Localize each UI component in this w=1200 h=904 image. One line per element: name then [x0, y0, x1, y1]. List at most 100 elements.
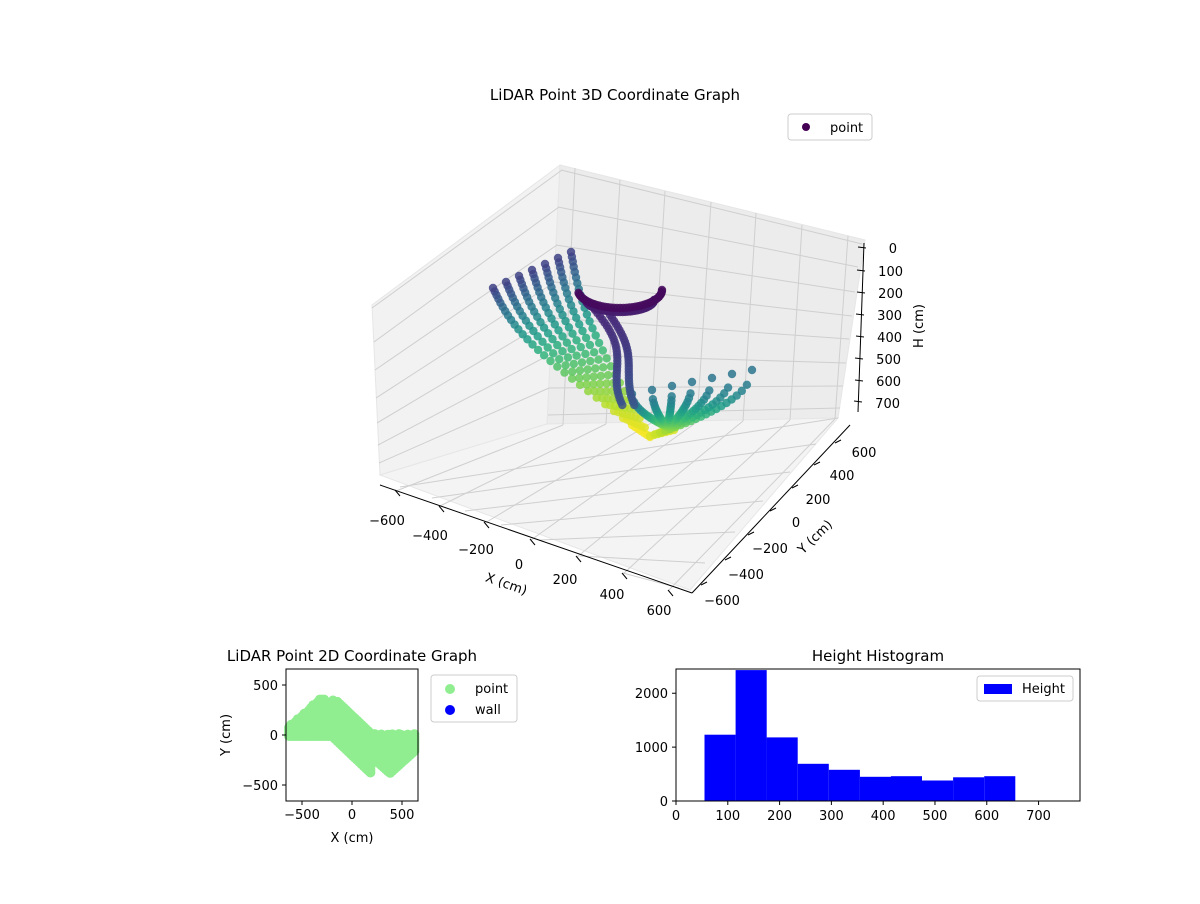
grid-3d	[371, 167, 863, 591]
point-marker	[583, 365, 592, 374]
point-marker	[705, 386, 714, 395]
legend-label: point	[475, 682, 508, 697]
y-tick-labels: −600 −400 −200 0 200 400 600	[704, 446, 876, 609]
y-tick-label: 0	[792, 516, 800, 531]
x-tick-labels-2d: −500 0 500	[284, 808, 414, 823]
y-tick-label: −400	[728, 568, 764, 583]
y-axis-label: Y (cm)	[795, 517, 836, 558]
y-tick-labels-2d: 500 0 −500	[242, 679, 278, 794]
legend-label: wall	[475, 703, 501, 718]
histogram-bar	[922, 780, 954, 801]
point-marker	[582, 380, 591, 389]
point-marker	[591, 364, 600, 373]
x-tick-label: −500	[284, 808, 320, 823]
x-tick-label: 0	[672, 809, 680, 824]
y-tick-label: 600	[852, 446, 877, 461]
point-marker	[590, 387, 599, 396]
y-tick-label: −200	[752, 542, 788, 557]
point-marker	[501, 277, 511, 287]
point-marker	[568, 367, 577, 376]
x-tick-labels: −600 −400 −200 0 200 400 600	[369, 514, 671, 619]
point-marker	[742, 380, 752, 389]
x-tick-label: −600	[369, 514, 405, 529]
point-marker	[488, 283, 498, 293]
histogram-bar	[828, 769, 860, 801]
point-marker	[539, 351, 549, 360]
y-tick-label: −500	[242, 779, 278, 794]
point-marker	[602, 354, 611, 363]
y-tick-marks-2d	[282, 684, 286, 786]
y-tick-label: 400	[830, 469, 855, 484]
x-tick-label: 300	[819, 809, 844, 824]
x-tick-label: 600	[974, 809, 999, 824]
point-marker	[657, 285, 667, 295]
histogram-bar	[797, 763, 829, 801]
point-marker	[599, 363, 608, 372]
z-tick-label: 300	[877, 309, 902, 324]
point-marker	[581, 349, 590, 359]
point-marker	[561, 361, 570, 370]
point-marker	[667, 381, 677, 391]
point-marker	[558, 332, 567, 341]
histogram-bar	[984, 776, 1016, 801]
z-tick-labels: 0 100 200 300 400 500 600 700	[875, 242, 903, 412]
point-marker	[562, 338, 572, 347]
point-marker	[558, 347, 567, 356]
point-marker	[578, 326, 587, 336]
point-marker	[586, 356, 595, 366]
z-tick-label: 500	[876, 353, 901, 368]
point-marker	[567, 374, 577, 383]
z-tick-marks	[853, 246, 867, 403]
point-marker	[546, 356, 555, 366]
x-tick-label: 400	[871, 809, 896, 824]
point-marker	[606, 362, 616, 371]
point-marker	[686, 389, 695, 398]
point-marker	[648, 395, 658, 404]
x-tick-marks	[394, 489, 674, 597]
point-marker	[543, 343, 552, 352]
scatter-point	[409, 729, 420, 740]
x-tick-label: −200	[458, 543, 494, 558]
point-marker	[595, 379, 605, 388]
point-marker	[572, 336, 581, 345]
point-marker	[575, 380, 585, 390]
point-marker	[549, 349, 558, 358]
point-marker	[603, 371, 613, 380]
chart-2d: LiDAR Point 2D Coordinate Graph −500 0 5…	[219, 647, 518, 846]
point-marker	[514, 271, 524, 281]
point-marker	[640, 423, 649, 432]
point-marker	[747, 365, 757, 375]
point-marker	[553, 253, 563, 263]
point-marker	[589, 348, 599, 357]
legend-marker-wall	[445, 705, 455, 715]
z-tick-label: 700	[875, 397, 900, 412]
y-tick-label: 500	[253, 679, 278, 694]
histogram-bar	[890, 776, 922, 801]
legend-label: point	[830, 121, 863, 136]
point-marker	[548, 334, 557, 344]
scatter-points-2d	[284, 694, 420, 778]
histogram-title: Height Histogram	[812, 647, 944, 665]
point-marker	[667, 392, 676, 401]
point-marker	[560, 368, 569, 377]
y-tick-label: 1000	[635, 741, 668, 756]
point-marker	[589, 380, 598, 389]
histogram-bar	[953, 777, 985, 801]
legend-3d: point	[787, 113, 873, 141]
z-tick-label: 200	[878, 287, 903, 302]
point-marker	[602, 379, 611, 388]
histogram-x-ticks: 0 100 200 300 400 500 600 700	[672, 801, 1051, 824]
chart3d-title: LiDAR Point 3D Coordinate Graph	[490, 86, 740, 104]
point-marker	[585, 340, 595, 350]
x-tick-label: 500	[923, 809, 948, 824]
y-tick-label: 200	[806, 493, 831, 508]
x-tick-label: 0	[515, 558, 523, 573]
x-axis-line	[379, 484, 693, 594]
chart-3d: LiDAR Point 3D Coordinate Graph	[369, 86, 927, 619]
point-marker	[727, 369, 737, 379]
point-marker	[540, 259, 550, 269]
x-tick-label: −400	[412, 529, 448, 544]
point-marker	[567, 344, 576, 354]
legend-marker-point	[445, 684, 455, 694]
